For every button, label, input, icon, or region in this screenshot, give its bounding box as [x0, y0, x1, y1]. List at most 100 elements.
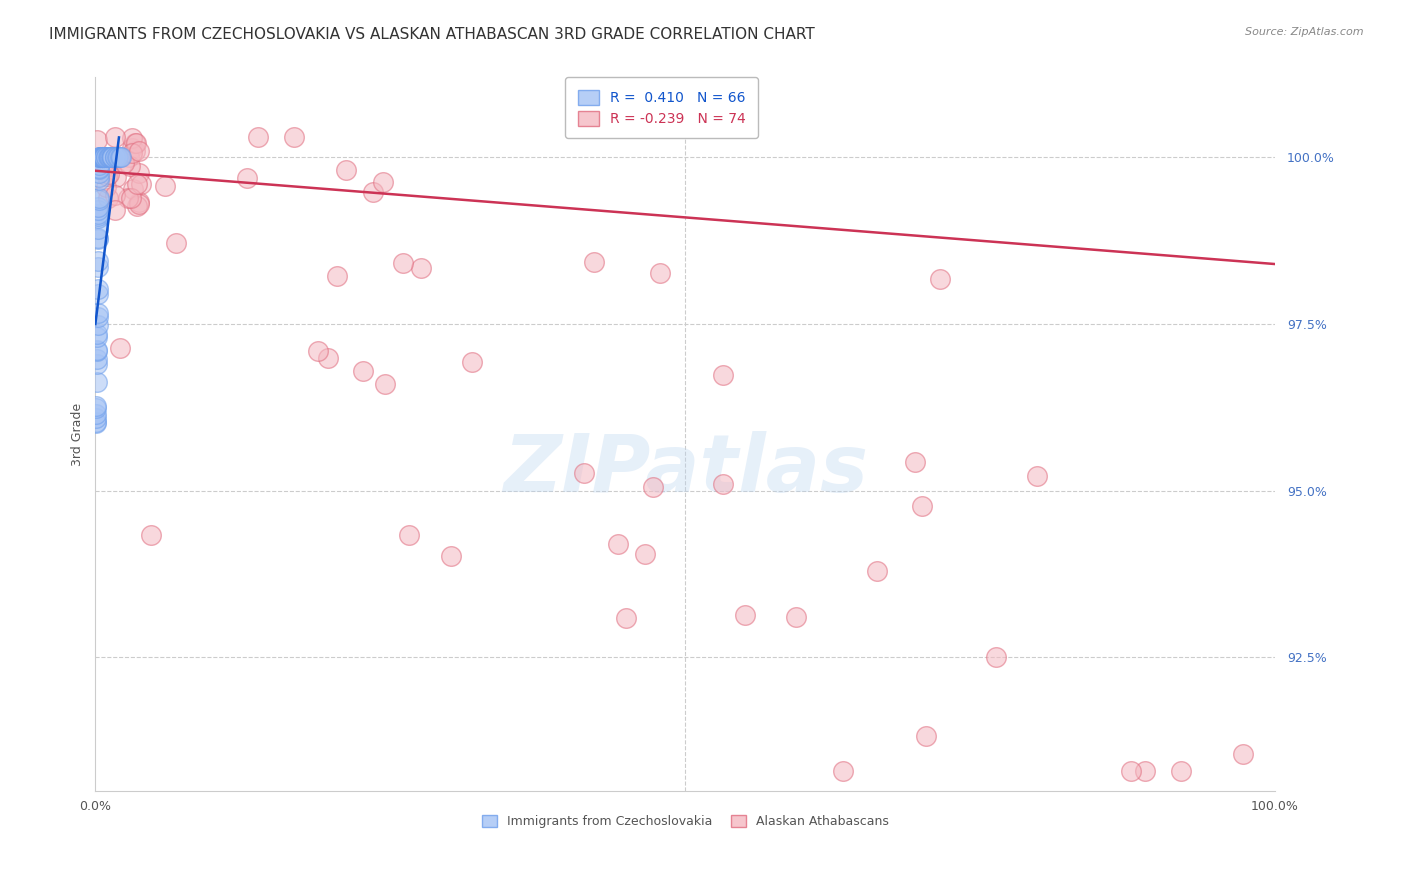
Point	[117, 191, 139, 205]
Point	[1133, 764, 1156, 778]
Point	[607, 537, 630, 551]
Point	[87, 173, 110, 187]
Point	[713, 476, 735, 491]
Point	[84, 407, 107, 421]
Point	[105, 150, 128, 164]
Point	[97, 191, 120, 205]
Point	[87, 283, 110, 297]
Point	[87, 287, 110, 301]
Point	[108, 150, 131, 164]
Point	[90, 150, 112, 164]
Point	[87, 207, 110, 221]
Point	[121, 131, 143, 145]
Point	[86, 318, 108, 333]
Point	[247, 130, 270, 145]
Point	[128, 195, 150, 210]
Point	[100, 159, 122, 173]
Point	[915, 729, 938, 743]
Point	[84, 410, 107, 425]
Point	[125, 136, 148, 151]
Point	[127, 199, 149, 213]
Point	[100, 150, 122, 164]
Point	[409, 260, 432, 275]
Point	[128, 197, 150, 211]
Text: Source: ZipAtlas.com: Source: ZipAtlas.com	[1246, 27, 1364, 37]
Point	[104, 203, 127, 218]
Point	[335, 162, 357, 177]
Point	[87, 161, 110, 176]
Point	[122, 181, 145, 195]
Point	[87, 231, 110, 245]
Point	[392, 256, 415, 270]
Point	[1025, 468, 1047, 483]
Point	[1232, 747, 1254, 761]
Point	[374, 377, 396, 392]
Point	[94, 150, 117, 164]
Point	[96, 150, 118, 164]
Text: IMMIGRANTS FROM CZECHOSLOVAKIA VS ALASKAN ATHABASCAN 3RD GRADE CORRELATION CHART: IMMIGRANTS FROM CZECHOSLOVAKIA VS ALASKA…	[49, 27, 815, 42]
Point	[236, 170, 259, 185]
Point	[98, 150, 121, 164]
Point	[984, 650, 1007, 665]
Point	[1170, 764, 1192, 778]
Point	[89, 150, 111, 164]
Point	[86, 310, 108, 324]
Point	[582, 255, 605, 269]
Point	[87, 193, 110, 207]
Point	[91, 150, 114, 164]
Point	[87, 232, 110, 246]
Point	[614, 610, 637, 624]
Point	[97, 150, 120, 164]
Point	[865, 564, 887, 578]
Point	[87, 161, 110, 176]
Y-axis label: 3rd Grade: 3rd Grade	[72, 402, 84, 466]
Point	[93, 150, 115, 164]
Point	[911, 499, 934, 513]
Point	[1119, 764, 1142, 778]
Point	[96, 160, 118, 174]
Point	[139, 528, 162, 542]
Point	[307, 344, 329, 359]
Point	[87, 169, 110, 184]
Point	[373, 175, 395, 189]
Point	[86, 344, 108, 359]
Point	[89, 157, 111, 171]
Point	[734, 607, 756, 622]
Point	[831, 764, 853, 778]
Point	[87, 306, 110, 320]
Point	[118, 151, 141, 165]
Point	[572, 466, 595, 480]
Point	[96, 180, 118, 194]
Point	[87, 202, 110, 217]
Point	[125, 177, 148, 191]
Point	[87, 221, 110, 235]
Point	[121, 141, 143, 155]
Point	[98, 150, 121, 164]
Point	[112, 155, 135, 169]
Point	[165, 235, 187, 250]
Point	[86, 375, 108, 389]
Point	[316, 351, 339, 366]
Point	[460, 354, 482, 368]
Point	[93, 161, 115, 175]
Point	[352, 363, 374, 377]
Point	[86, 133, 108, 147]
Point	[86, 401, 108, 415]
Point	[929, 271, 952, 285]
Point	[121, 145, 143, 160]
Point	[89, 150, 111, 164]
Point	[91, 150, 114, 164]
Point	[93, 150, 115, 164]
Point	[104, 130, 127, 145]
Point	[86, 399, 108, 413]
Point	[96, 169, 118, 183]
Point	[87, 210, 110, 224]
Point	[124, 136, 146, 151]
Point	[120, 160, 142, 174]
Point	[86, 357, 108, 371]
Point	[634, 547, 657, 561]
Point	[97, 167, 120, 181]
Point	[101, 150, 124, 164]
Point	[326, 269, 349, 284]
Point	[107, 150, 129, 164]
